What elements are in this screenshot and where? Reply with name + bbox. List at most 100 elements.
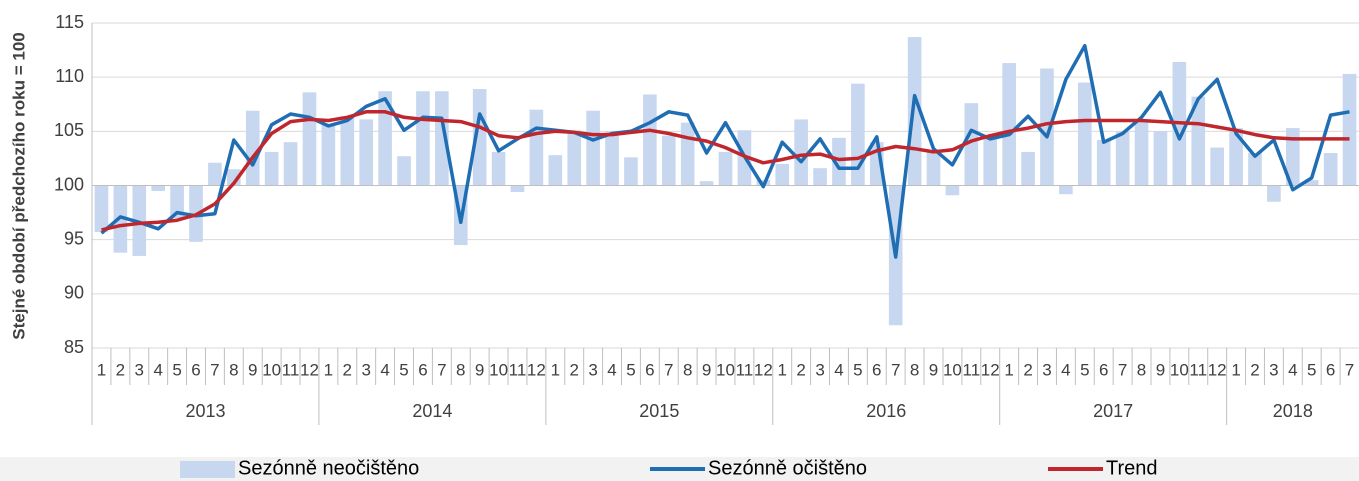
- x-tick-label: 4: [380, 360, 389, 379]
- bar: [302, 92, 317, 186]
- x-tick-label: 9: [475, 360, 484, 379]
- x-tick-label: 5: [626, 360, 635, 379]
- x-tick-label: 4: [1061, 360, 1070, 379]
- x-tick-label: 8: [1137, 360, 1146, 379]
- series-line: [100, 43, 1350, 259]
- x-tick-label: 9: [1156, 360, 1165, 379]
- x-tick-label: 9: [929, 360, 938, 379]
- x-tick-label: 3: [588, 360, 597, 379]
- x-tick-label: 1: [324, 360, 333, 379]
- x-tick-label: 12: [754, 360, 773, 379]
- bar: [699, 181, 714, 186]
- x-tick-label: 10: [489, 360, 508, 379]
- bar: [680, 122, 695, 186]
- bar: [1153, 131, 1168, 186]
- x-tick-label: 7: [1345, 360, 1354, 379]
- x-tick-label: 7: [891, 360, 900, 379]
- y-tick-label: 110: [55, 66, 84, 86]
- bar: [983, 136, 998, 186]
- x-tick-label: 10: [262, 360, 281, 379]
- bar: [624, 157, 638, 186]
- bar: [1059, 185, 1073, 195]
- bar: [321, 124, 336, 186]
- bar: [1342, 73, 1357, 186]
- bar: [1248, 153, 1262, 186]
- bar: [208, 162, 222, 186]
- x-tick-label: 11: [1189, 360, 1207, 379]
- x-tick-label: 1: [97, 360, 106, 379]
- y-tick-label: 115: [55, 12, 84, 32]
- x-tick-label: 1: [1004, 360, 1013, 379]
- bar: [548, 155, 563, 186]
- x-tick-label: 11: [963, 360, 981, 379]
- bar: [170, 185, 184, 218]
- x-tick-label: 2: [116, 360, 125, 379]
- legend-swatch: [180, 461, 235, 478]
- x-tick-label: 10: [1170, 360, 1189, 379]
- x-tick-label: 9: [702, 360, 711, 379]
- year-label: 2016: [866, 401, 906, 421]
- bar: [340, 116, 355, 186]
- x-tick-label: 8: [229, 360, 238, 379]
- bar: [813, 168, 827, 186]
- bar: [1229, 128, 1243, 186]
- x-tick-label: 2: [796, 360, 805, 379]
- x-tick-label: 8: [683, 360, 692, 379]
- bar: [586, 110, 600, 186]
- bar: [1115, 131, 1130, 186]
- x-tick-label: 9: [248, 360, 257, 379]
- x-tick-label: 7: [210, 360, 219, 379]
- bar: [567, 130, 582, 186]
- x-tick-label: 3: [1269, 360, 1278, 379]
- bar: [1267, 185, 1281, 202]
- bar: [605, 131, 619, 186]
- x-tick-label: 10: [943, 360, 962, 379]
- bar: [416, 91, 430, 186]
- bar: [151, 185, 165, 191]
- bar: [510, 185, 525, 192]
- y-tick-label: 90: [64, 283, 84, 303]
- x-tick-label: 3: [815, 360, 824, 379]
- x-tick-label: 2: [343, 360, 352, 379]
- x-tick-label: 2: [1023, 360, 1032, 379]
- x-tick-label: 4: [1288, 360, 1297, 379]
- bar: [283, 142, 298, 186]
- bar: [1304, 180, 1319, 186]
- series-line: [101, 110, 1350, 232]
- bar: [775, 163, 790, 186]
- x-tick-label: 5: [1080, 360, 1089, 379]
- bar: [472, 89, 487, 186]
- year-label: 2015: [639, 401, 679, 421]
- x-tick-label: 4: [607, 360, 616, 379]
- bar: [926, 150, 941, 186]
- bar: [1002, 63, 1016, 186]
- x-tick-label: 6: [191, 360, 200, 379]
- x-tick-label: 11: [736, 360, 754, 379]
- x-tick-label: 4: [834, 360, 843, 379]
- bar: [1210, 147, 1224, 186]
- bar: [1021, 151, 1035, 186]
- bar: [491, 151, 506, 186]
- bar: [359, 119, 374, 186]
- y-tick-label: 95: [64, 228, 84, 248]
- x-tick-label: 3: [361, 360, 370, 379]
- x-tick-label: 11: [282, 360, 300, 379]
- bar: [529, 109, 544, 186]
- x-tick-label: 2: [1250, 360, 1259, 379]
- bar: [964, 103, 979, 186]
- bar: [1096, 140, 1111, 186]
- bar: [1286, 128, 1300, 186]
- year-label: 2018: [1273, 401, 1313, 421]
- bar: [397, 156, 411, 186]
- bar: [1040, 68, 1054, 186]
- bar: [643, 94, 657, 186]
- bar: [1191, 96, 1206, 186]
- x-tick-label: 3: [135, 360, 144, 379]
- year-label: 2013: [185, 401, 225, 421]
- bar: [718, 151, 733, 186]
- x-tick-label: 11: [509, 360, 527, 379]
- x-tick-label: 10: [716, 360, 735, 379]
- y-tick-label: 85: [64, 337, 84, 357]
- x-tick-label: 2: [569, 360, 578, 379]
